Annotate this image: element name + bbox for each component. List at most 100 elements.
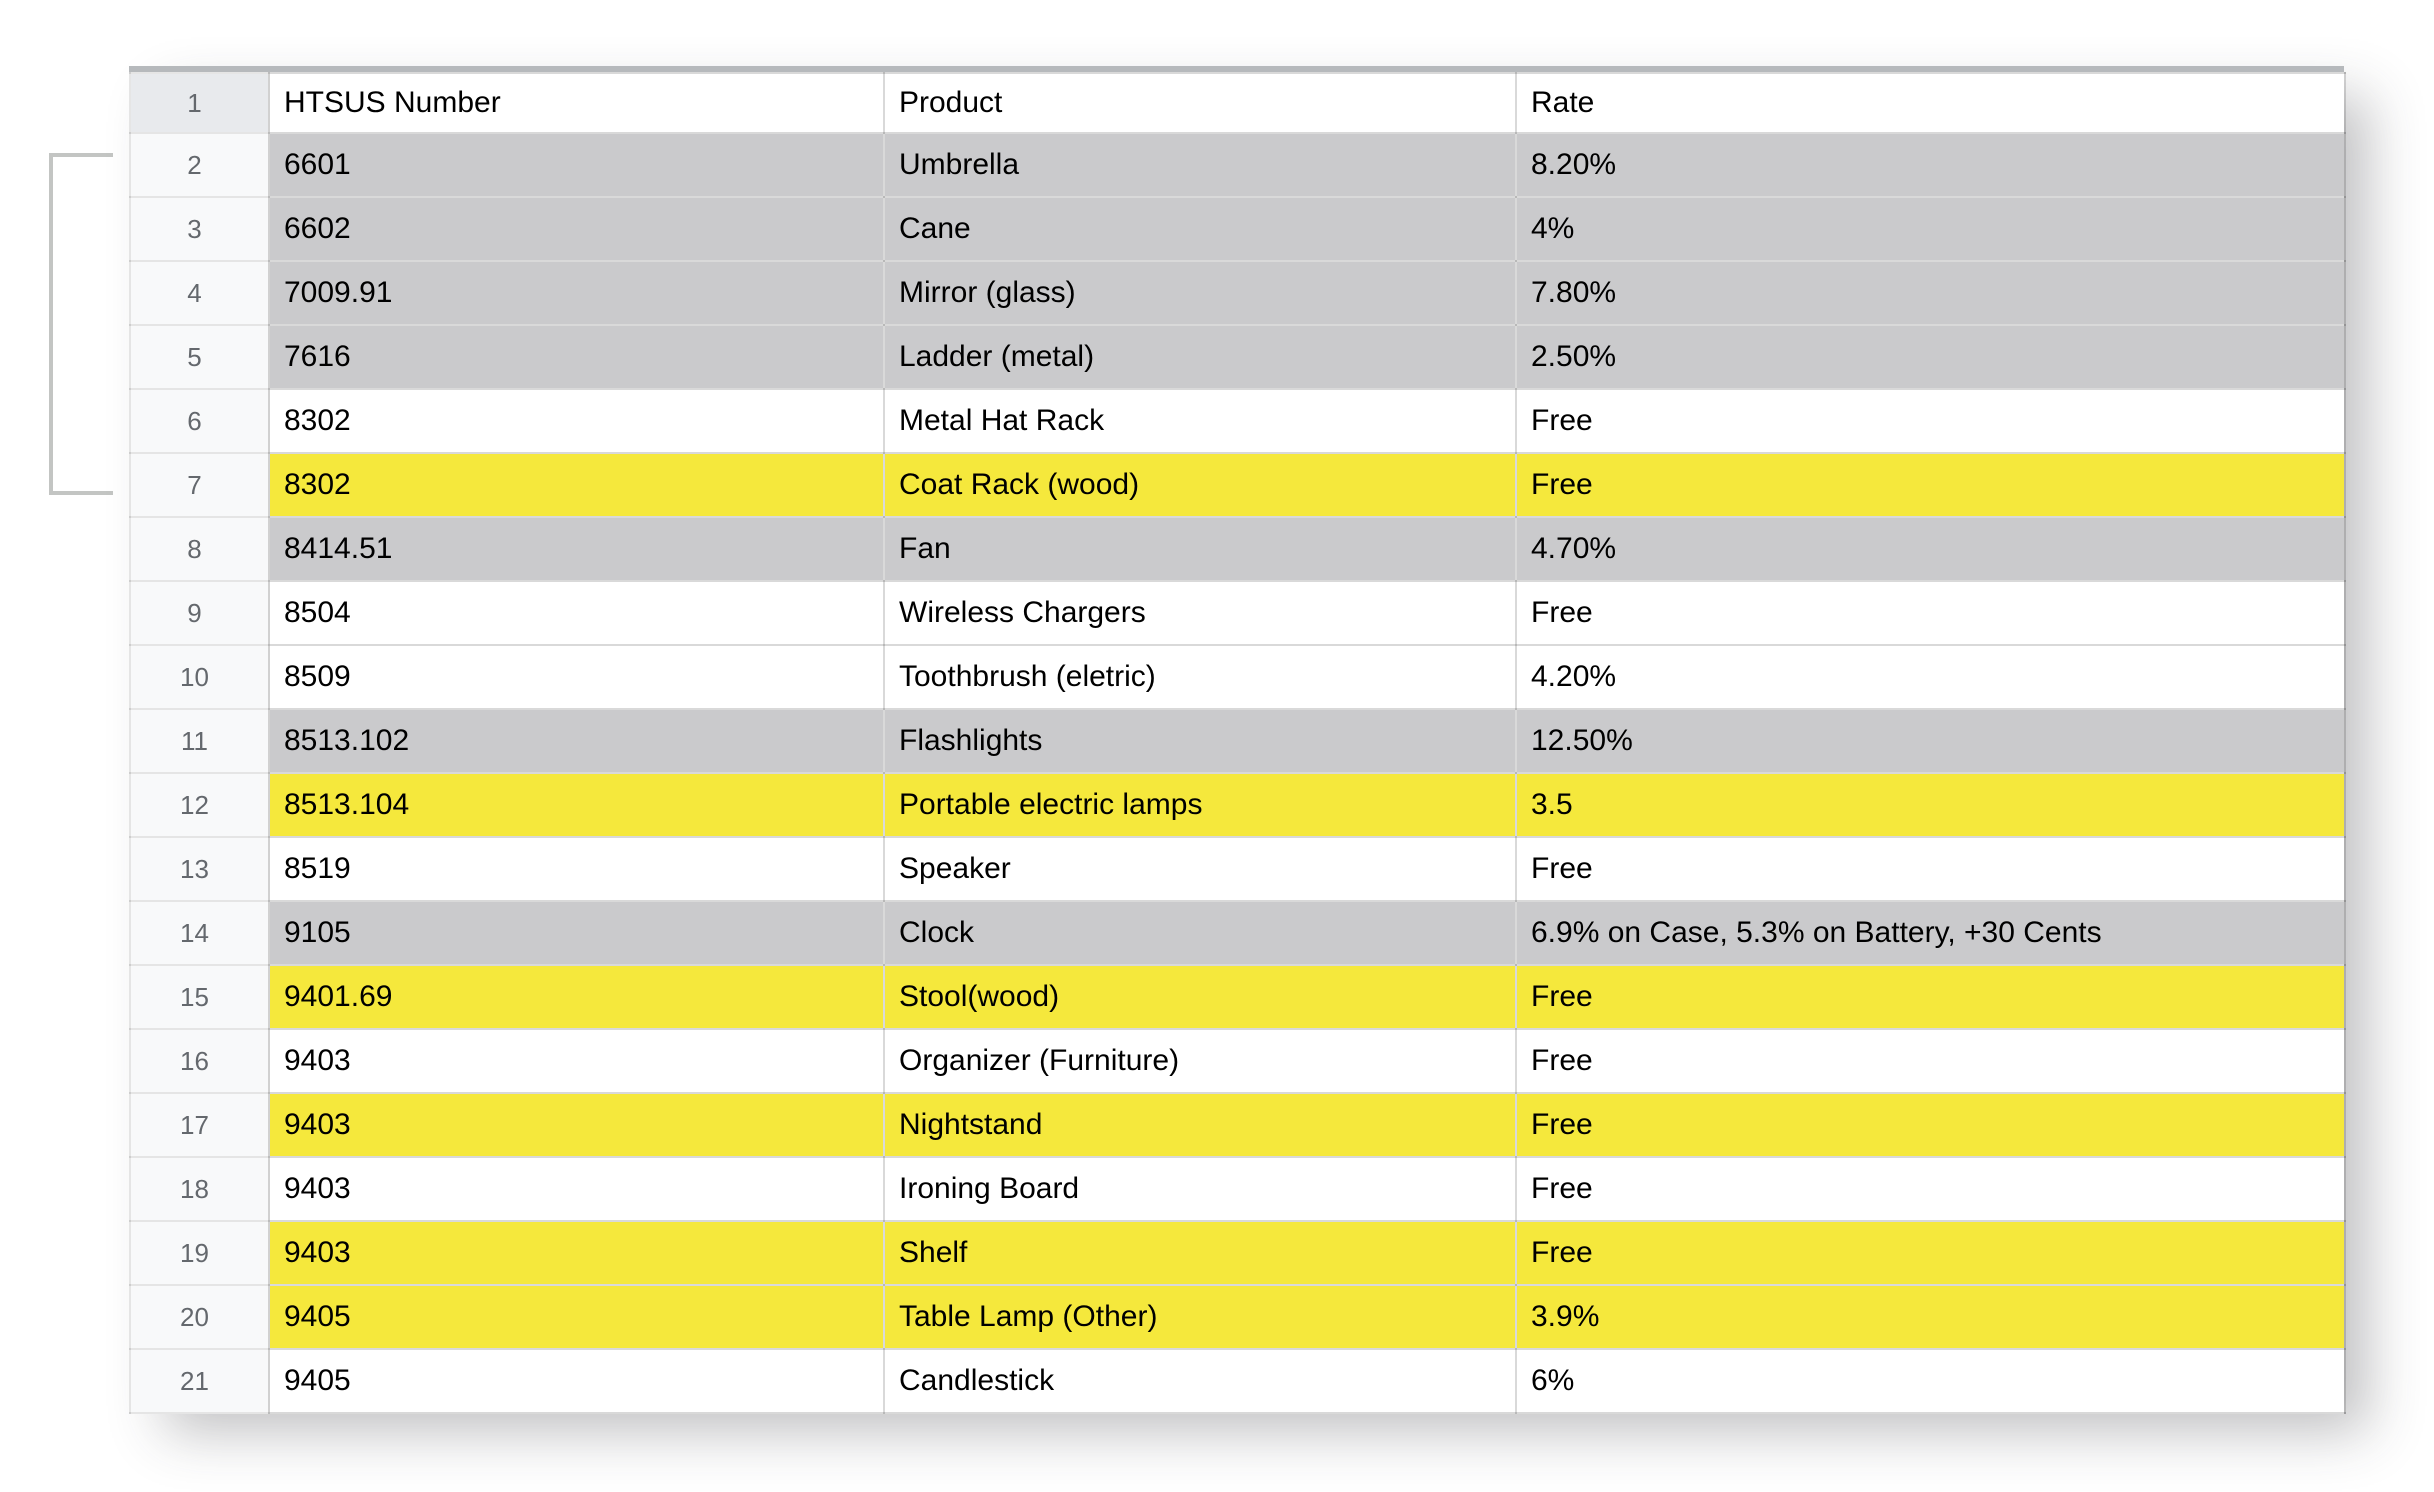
table-row: 5 7616 Ladder (metal) 2.50% <box>129 324 2346 390</box>
cell-htsus[interactable]: 9403 <box>268 1220 885 1286</box>
row-number[interactable]: 13 <box>129 836 270 902</box>
cell-product[interactable]: Portable electric lamps <box>883 772 1517 838</box>
table-row: 18 9403 Ironing Board Free <box>129 1156 2346 1222</box>
table-row: 2 6601 Umbrella 8.20% <box>129 132 2346 198</box>
cell-product[interactable]: Table Lamp (Other) <box>883 1284 1517 1350</box>
cell-rate[interactable]: 3.9% <box>1515 1284 2346 1350</box>
cell-htsus[interactable]: 9403 <box>268 1028 885 1094</box>
cell-product[interactable]: Mirror (glass) <box>883 260 1517 326</box>
cell-product[interactable]: Fan <box>883 516 1517 582</box>
cell-htsus[interactable]: 7616 <box>268 324 885 390</box>
table-row: 14 9105 Clock 6.9% on Case, 5.3% on Battery… <box>129 900 2346 966</box>
cell-product[interactable]: Clock <box>883 900 1517 966</box>
cell-rate[interactable]: Free <box>1515 1220 2346 1286</box>
cell-product[interactable]: Organizer (Furniture) <box>883 1028 1517 1094</box>
cell-rate[interactable]: 4.70% <box>1515 516 2346 582</box>
cell-rate[interactable]: Free <box>1515 1092 2346 1158</box>
cell-product[interactable]: Stool(wood) <box>883 964 1517 1030</box>
row-number[interactable]: 4 <box>129 260 270 326</box>
table-row: 20 9405 Table Lamp (Other) 3.9% <box>129 1284 2346 1350</box>
table-row: 6 8302 Metal Hat Rack Free <box>129 388 2346 454</box>
cell-product[interactable]: Cane <box>883 196 1517 262</box>
cell-htsus[interactable]: 8513.104 <box>268 772 885 838</box>
table-row: 8 8414.51 Fan 4.70% <box>129 516 2346 582</box>
cell-rate[interactable]: 4.20% <box>1515 644 2346 710</box>
cell-product[interactable]: Shelf <box>883 1220 1517 1286</box>
cell-product[interactable]: Coat Rack (wood) <box>883 452 1517 518</box>
cell-htsus[interactable]: 9405 <box>268 1348 885 1414</box>
row-number[interactable]: 17 <box>129 1092 270 1158</box>
cell-htsus[interactable]: 9403 <box>268 1092 885 1158</box>
table-row: 13 8519 Speaker Free <box>129 836 2346 902</box>
sheet-body: 1 HTSUS Number Product Rate 2 6601 Umbrell… <box>129 72 2346 1414</box>
cell-rate[interactable]: 4% <box>1515 196 2346 262</box>
row-number[interactable]: 20 <box>129 1284 270 1350</box>
row-number[interactable]: 7 <box>129 452 270 518</box>
cell-product[interactable]: Ironing Board <box>883 1156 1517 1222</box>
cell-rate[interactable]: 3.5 <box>1515 772 2346 838</box>
cell-htsus[interactable]: 8302 <box>268 452 885 518</box>
cell-htsus[interactable]: 8519 <box>268 836 885 902</box>
row-number[interactable]: 2 <box>129 132 270 198</box>
row-number[interactable]: 21 <box>129 1348 270 1414</box>
cell-product[interactable]: Ladder (metal) <box>883 324 1517 390</box>
cell-product[interactable]: Flashlights <box>883 708 1517 774</box>
cell-product[interactable]: Wireless Chargers <box>883 580 1517 646</box>
cell-htsus[interactable]: 8414.51 <box>268 516 885 582</box>
cell-htsus[interactable]: 8504 <box>268 580 885 646</box>
row-number[interactable]: 15 <box>129 964 270 1030</box>
cell-htsus[interactable]: 7009.91 <box>268 260 885 326</box>
cell-htsus[interactable]: 9401.69 <box>268 964 885 1030</box>
row-number[interactable]: 19 <box>129 1220 270 1286</box>
cell-htsus[interactable]: 6602 <box>268 196 885 262</box>
cell-product[interactable]: Metal Hat Rack <box>883 388 1517 454</box>
row-number[interactable]: 14 <box>129 900 270 966</box>
cell-product[interactable]: Toothbrush (eletric) <box>883 644 1517 710</box>
cell-htsus[interactable]: 6601 <box>268 132 885 198</box>
row-number[interactable]: 12 <box>129 772 270 838</box>
table-row: 10 8509 Toothbrush (eletric) 4.20% <box>129 644 2346 710</box>
header-row: 1 HTSUS Number Product Rate <box>129 72 2346 134</box>
cell-rate[interactable]: Free <box>1515 1156 2346 1222</box>
cell-product[interactable]: Candlestick <box>883 1348 1517 1414</box>
cell-rate[interactable]: Free <box>1515 836 2346 902</box>
row-number[interactable]: 1 <box>129 72 270 134</box>
row-number[interactable]: 5 <box>129 324 270 390</box>
cell-htsus[interactable]: 9403 <box>268 1156 885 1222</box>
cell-product[interactable]: Nightstand <box>883 1092 1517 1158</box>
column-header-rate[interactable]: Rate <box>1515 72 2346 134</box>
table-row: 9 8504 Wireless Chargers Free <box>129 580 2346 646</box>
row-number[interactable]: 16 <box>129 1028 270 1094</box>
cell-htsus[interactable]: 8509 <box>268 644 885 710</box>
cell-htsus[interactable]: 9105 <box>268 900 885 966</box>
cell-rate[interactable]: 6% <box>1515 1348 2346 1414</box>
cell-htsus[interactable]: 9405 <box>268 1284 885 1350</box>
row-number[interactable]: 11 <box>129 708 270 774</box>
column-header-htsus[interactable]: HTSUS Number <box>268 72 885 134</box>
row-number[interactable]: 9 <box>129 580 270 646</box>
row-number[interactable]: 10 <box>129 644 270 710</box>
row-number[interactable]: 6 <box>129 388 270 454</box>
row-number[interactable]: 18 <box>129 1156 270 1222</box>
cell-rate[interactable]: 7.80% <box>1515 260 2346 326</box>
row-number[interactable]: 3 <box>129 196 270 262</box>
table-row: 16 9403 Organizer (Furniture) Free <box>129 1028 2346 1094</box>
cell-rate[interactable]: 12.50% <box>1515 708 2346 774</box>
cell-htsus[interactable]: 8513.102 <box>268 708 885 774</box>
column-header-product[interactable]: Product <box>883 72 1517 134</box>
cell-rate[interactable]: Free <box>1515 1028 2346 1094</box>
cell-rate[interactable]: Free <box>1515 580 2346 646</box>
cell-rate[interactable]: Free <box>1515 452 2346 518</box>
cell-product[interactable]: Umbrella <box>883 132 1517 198</box>
table-row: 4 7009.91 Mirror (glass) 7.80% <box>129 260 2346 326</box>
cell-rate[interactable]: 6.9% on Case, 5.3% on Battery, +30 Cents <box>1515 900 2346 966</box>
cell-product[interactable]: Speaker <box>883 836 1517 902</box>
cell-rate[interactable]: Free <box>1515 964 2346 1030</box>
cell-htsus[interactable]: 8302 <box>268 388 885 454</box>
row-number[interactable]: 8 <box>129 516 270 582</box>
cell-rate[interactable]: Free <box>1515 388 2346 454</box>
cell-rate[interactable]: 8.20% <box>1515 132 2346 198</box>
table-row: 19 9403 Shelf Free <box>129 1220 2346 1286</box>
cell-rate[interactable]: 2.50% <box>1515 324 2346 390</box>
spreadsheet: 1 HTSUS Number Product Rate 2 6601 Umbrell… <box>129 66 2346 1414</box>
